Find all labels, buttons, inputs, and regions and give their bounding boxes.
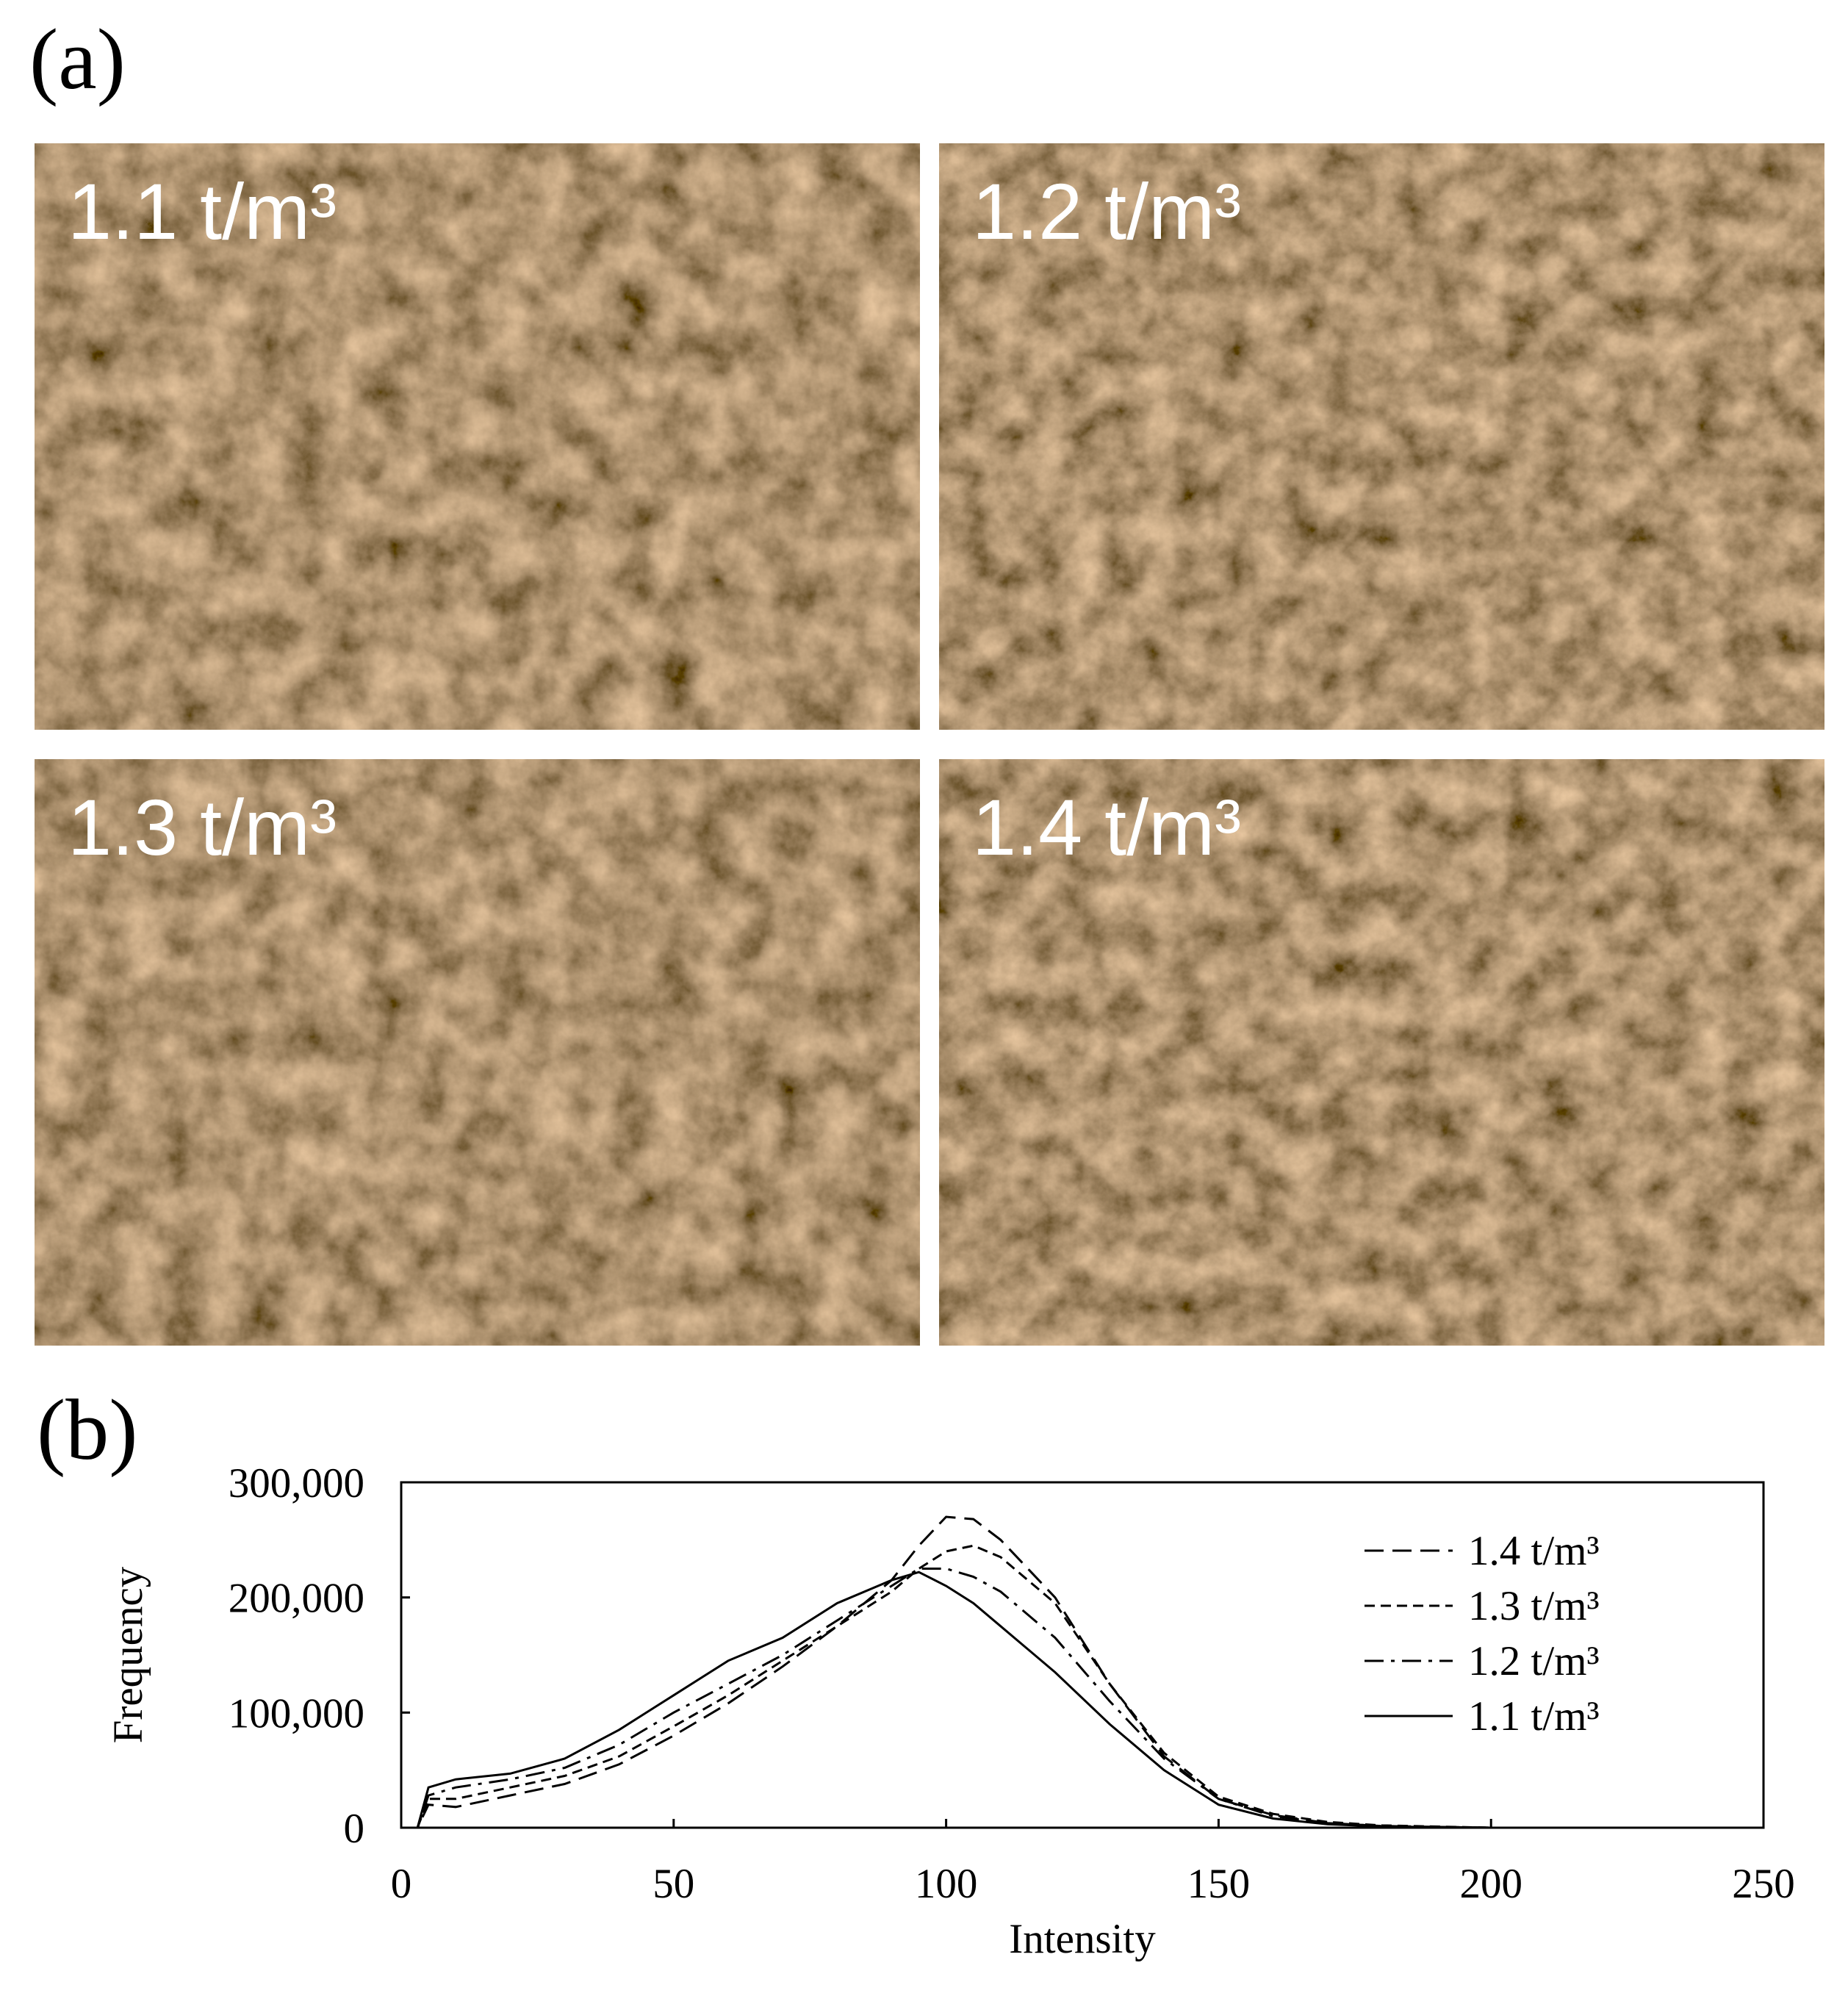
x-tick-label: 100 <box>915 1861 978 1907</box>
data-line <box>401 1544 1763 1829</box>
soil-photo <box>939 143 1824 730</box>
photo-label: 1.4 t/m³ <box>972 783 1241 872</box>
plot-frame <box>400 1481 1765 1829</box>
soil-photo <box>35 143 920 730</box>
soil-photo <box>35 759 920 1346</box>
y-tick-label: 300,000 <box>229 1460 364 1507</box>
chart: 0 100,000 200,000 300,000 0 50 100 150 200 250 Int… <box>105 1460 1795 1962</box>
legend-label: 1.4 t/m³ <box>1468 1528 1600 1574</box>
legend-label: 1.3 t/m³ <box>1468 1583 1600 1629</box>
x-tick-label: 250 <box>1732 1861 1795 1907</box>
x-tick-label: 50 <box>652 1861 694 1907</box>
y-tick-label: 0 <box>344 1806 365 1852</box>
x-tick-label: 0 <box>391 1861 412 1907</box>
y-tick-label: 200,000 <box>229 1576 364 1622</box>
photo-label: 1.3 t/m³ <box>68 783 337 872</box>
legend-label: 1.1 t/m³ <box>1468 1693 1600 1740</box>
photo-label: 1.2 t/m³ <box>972 167 1241 256</box>
y-tick-label: 100,000 <box>229 1690 364 1737</box>
x-tick-label: 150 <box>1187 1861 1251 1907</box>
photo-label: 1.1 t/m³ <box>68 167 337 256</box>
data-line <box>401 1515 1763 1829</box>
x-axis-label: Intensity <box>1009 1916 1156 1962</box>
data-line <box>401 1570 1763 1829</box>
photo-grid: 1.1 t/m³ 1.2 t/m³ 1.3 t/m³ 1.4 t/m³ <box>35 143 1824 1346</box>
panel-label: (b) <box>37 1382 138 1478</box>
panel-label: (a) <box>29 11 126 107</box>
x-tick-label: 200 <box>1459 1861 1522 1907</box>
y-axis-label: Frequency <box>105 1566 151 1743</box>
soil-photo <box>939 759 1824 1346</box>
legend-label: 1.2 t/m³ <box>1468 1638 1600 1684</box>
